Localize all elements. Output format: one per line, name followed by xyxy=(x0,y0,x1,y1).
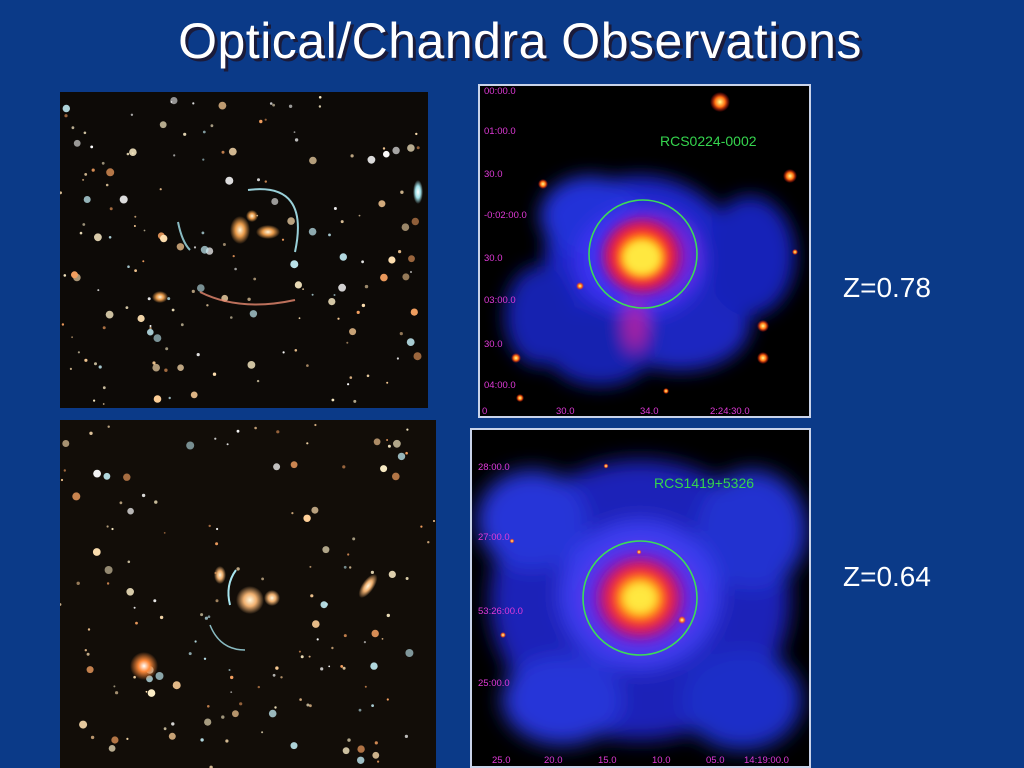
slide-title: Optical/Chandra Observations xyxy=(178,13,862,69)
x-axis-label: 20.0 xyxy=(544,755,563,766)
optical-image-rcs1419-art xyxy=(60,420,436,768)
x-axis-label: 05.0 xyxy=(706,755,725,766)
x-axis-label: 34.0 xyxy=(640,406,659,416)
x-axis-label: 0 xyxy=(482,406,487,416)
y-axis-label: -0:02:00.0 xyxy=(484,210,527,221)
optical-image-rcs0224-art xyxy=(60,92,428,408)
y-axis-label: 03:00.0 xyxy=(484,295,516,306)
y-axis-label: 30.0 xyxy=(484,169,503,180)
chandra-image-rcs0224: RCS0224-0002 00:00.0 01:00.0 30.0 -0:02:00.… xyxy=(478,84,811,418)
cluster-name-label: RCS1419+5326 xyxy=(654,475,754,491)
y-axis-label: 00:00.0 xyxy=(484,86,516,97)
chandra-image-rcs1419: RCS1419+5326 28:00.0 27:00.0 53:26:00.0 25:… xyxy=(470,428,811,768)
x-axis-label: 14:19:00.0 xyxy=(744,755,789,766)
x-axis-label: 2:24:30.0 xyxy=(710,406,750,416)
aperture-circle xyxy=(582,540,698,656)
y-axis-label: 04:00.0 xyxy=(484,380,516,391)
x-axis-label: 10.0 xyxy=(652,755,671,766)
x-axis-label: 15.0 xyxy=(598,755,617,766)
y-axis-label: 27:00.0 xyxy=(478,532,510,543)
redshift-label-rcs1419: Z=0.64 xyxy=(843,561,931,592)
y-axis-label: 25:00.0 xyxy=(478,678,510,689)
y-axis-label: 53:26:00.0 xyxy=(478,606,523,617)
y-axis-label: 01:00.0 xyxy=(484,126,516,137)
x-axis-label: 30.0 xyxy=(556,406,575,416)
chandra-image-rcs1419-art: RCS1419+5326 28:00.0 27:00.0 53:26:00.0 25:… xyxy=(472,430,809,766)
chandra-image-rcs0224-art: RCS0224-0002 00:00.0 01:00.0 30.0 -0:02:00.… xyxy=(480,86,809,416)
cluster-name-label: RCS0224-0002 xyxy=(660,133,757,149)
y-axis-label: 30.0 xyxy=(484,253,503,264)
aperture-circle xyxy=(588,199,698,309)
y-axis-label: 30.0 xyxy=(484,339,503,350)
y-axis-label: 28:00.0 xyxy=(478,462,510,473)
optical-image-rcs1419 xyxy=(60,420,436,768)
redshift-label-rcs0224: Z=0.78 xyxy=(843,272,931,303)
x-axis-label: 25.0 xyxy=(492,755,511,766)
optical-image-rcs0224 xyxy=(60,92,428,408)
